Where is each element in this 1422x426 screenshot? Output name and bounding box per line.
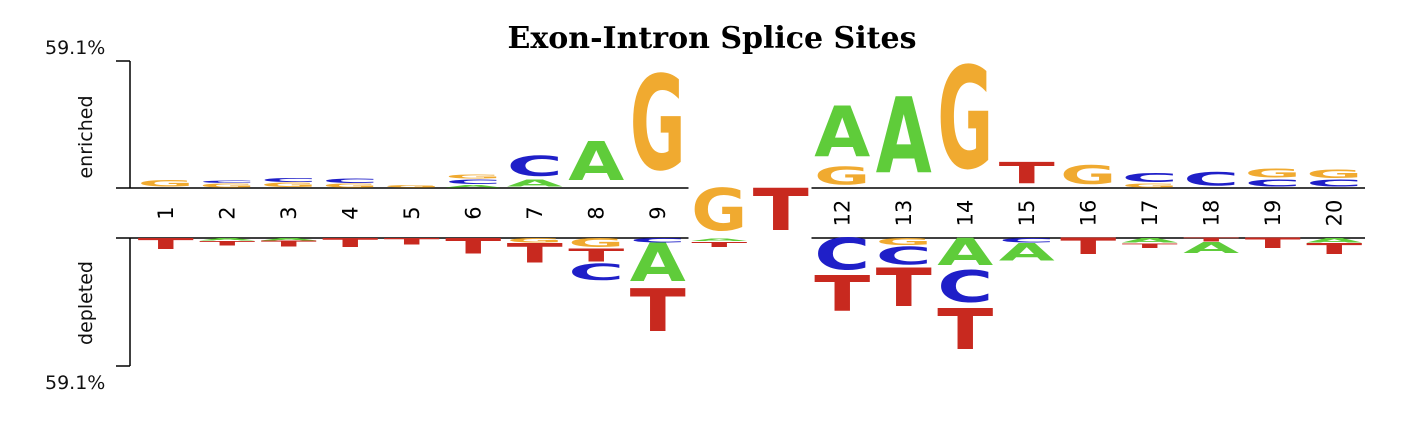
- letter-enriched-12-A-1: A: [814, 92, 870, 173]
- letter-enriched-4-C-1: C: [322, 177, 378, 184]
- letter-enriched-15-T-0: T: [999, 156, 1055, 191]
- letter-depleted-15-A-1: A: [999, 238, 1055, 266]
- letter-enriched-19-G-1: G: [1245, 166, 1301, 181]
- baselines: [116, 187, 1365, 239]
- letter-enriched-4-G-0: G: [322, 183, 378, 189]
- letter-enriched-2-G-0: G: [199, 183, 255, 189]
- letter-depleted-18-A-1: A: [1183, 240, 1240, 257]
- letter-enriched-7-C-1: C: [507, 150, 563, 182]
- letter-enriched-17-C-1: C: [1122, 170, 1178, 185]
- letter-depleted-15-C-0: C: [999, 237, 1055, 244]
- letter-depleted-9-C-0: C: [630, 237, 686, 244]
- letter-depleted-7-T-1: T: [507, 238, 564, 269]
- letter-depleted-2-T-1: T: [199, 240, 255, 247]
- letter-enriched-3-G-0: G: [261, 181, 317, 188]
- letter-enriched-9-G-0: G: [630, 47, 686, 200]
- letter-enriched-14-G-0: G: [937, 39, 993, 202]
- letter-enriched-6-C-1: C: [445, 178, 501, 185]
- tick-label-9: 9: [646, 206, 670, 219]
- letter-depleted-8-C-2: C: [568, 260, 624, 286]
- tick-label-20: 20: [1322, 200, 1346, 227]
- letter-enriched-19-C-0: C: [1245, 177, 1301, 188]
- letter-enriched-13-A-0: A: [876, 77, 932, 198]
- letter-depleted-1-T-0: T: [138, 235, 194, 253]
- letter-11-T-0: T: [753, 176, 809, 244]
- letter-depleted-20-T-1: T: [1306, 240, 1362, 258]
- letter-depleted-18-T-0: T: [1183, 237, 1239, 243]
- letter-enriched-20-C-0: C: [1306, 177, 1362, 188]
- letter-depleted-20-A-0: A: [1306, 237, 1362, 244]
- enriched-axis: [116, 60, 131, 188]
- y-max-label: 59.1%: [45, 37, 105, 59]
- letter-10-A-1: A: [691, 238, 747, 242]
- letter-depleted-19-T-0: T: [1245, 235, 1301, 251]
- letter-enriched-2-C-1: C: [199, 180, 255, 184]
- y-min-label: 59.1%: [45, 372, 105, 394]
- letter-enriched-6-A-0: A: [445, 184, 501, 188]
- enriched-axis-label: enriched: [75, 95, 97, 178]
- letter-depleted-3-T-1: T: [261, 240, 317, 249]
- chart-title: Exon-Intron Splice Sites: [508, 21, 917, 56]
- tick-label-13: 13: [892, 200, 916, 227]
- letter-enriched-17-G-0: G: [1122, 183, 1178, 189]
- tick-label-1: 1: [154, 206, 178, 219]
- tick-label-6: 6: [461, 206, 485, 219]
- letter-depleted-8-G-0: G: [568, 235, 624, 250]
- letter-enriched-7-A-0: A: [507, 178, 563, 190]
- letter-depleted-13-G-0: G: [876, 236, 932, 247]
- tick-label-14: 14: [953, 200, 977, 227]
- letter-depleted-6-T-0: T: [445, 234, 501, 259]
- letter-enriched-8-A-0: A: [568, 131, 624, 193]
- letter-depleted-14-C-1: C: [937, 261, 993, 312]
- letter-10-T-0: T: [691, 240, 747, 249]
- letter-depleted-13-T-2: T: [876, 258, 932, 319]
- letter-depleted-9-T-2: T: [630, 277, 686, 345]
- letter-enriched-16-G-0: G: [1060, 160, 1116, 190]
- tick-label-15: 15: [1015, 200, 1039, 227]
- letter-depleted-13-C-1: C: [876, 242, 932, 271]
- letter-depleted-14-T-2: T: [937, 297, 993, 363]
- letter-depleted-16-T-0: T: [1060, 234, 1116, 260]
- depleted-axis: [116, 238, 131, 367]
- letter-depleted-5-T-0: T: [384, 236, 440, 246]
- letter-enriched-12-G-0: G: [814, 162, 870, 191]
- letter-enriched-5-G-0: G: [384, 184, 440, 188]
- tick-label-12: 12: [830, 200, 854, 227]
- depleted-axis-label: depleted: [75, 261, 97, 345]
- letter-enriched-18-C-0: C: [1183, 168, 1239, 190]
- letter-depleted-9-A-1: A: [630, 232, 686, 293]
- tick-label-7: 7: [523, 206, 547, 219]
- letter-enriched-1-G-0: G: [138, 179, 194, 189]
- tick-label-16: 16: [1076, 200, 1100, 227]
- letter-depleted-14-A-0: A: [937, 230, 993, 274]
- tick-label-19: 19: [1261, 200, 1285, 227]
- letter-depleted-8-T-1: T: [568, 245, 625, 265]
- letter-10-G-2: G: [691, 176, 747, 244]
- letter-depleted-3-A-0: A: [261, 237, 317, 241]
- tick-label-2: 2: [215, 206, 239, 219]
- tick-label-8: 8: [584, 206, 608, 219]
- letter-depleted-12-C-0: C: [814, 229, 870, 280]
- letter-depleted-12-T-1: T: [814, 265, 870, 322]
- tick-label-3: 3: [277, 206, 301, 219]
- letter-depleted-2-A-0: A: [199, 237, 255, 241]
- letter-depleted-17-T-1: T: [1122, 242, 1178, 249]
- letter-depleted-17-A-0: A: [1122, 237, 1178, 244]
- letter-enriched-6-G-2: G: [445, 174, 501, 180]
- position-tick-labels: 1 2 3 4 5 6 7 8 9 12 13 14 15 16 17 18 19 20: [154, 200, 1347, 227]
- letter-depleted-4-T-0: T: [322, 235, 378, 249]
- tick-label-17: 17: [1138, 200, 1162, 227]
- tick-label-18: 18: [1199, 200, 1223, 227]
- letter-enriched-20-G-1: G: [1306, 167, 1362, 180]
- tick-label-5: 5: [400, 206, 424, 219]
- tick-label-4: 4: [338, 206, 362, 219]
- letter-enriched-3-C-1: C: [261, 177, 317, 183]
- letter-depleted-7-G-0: G: [507, 237, 563, 244]
